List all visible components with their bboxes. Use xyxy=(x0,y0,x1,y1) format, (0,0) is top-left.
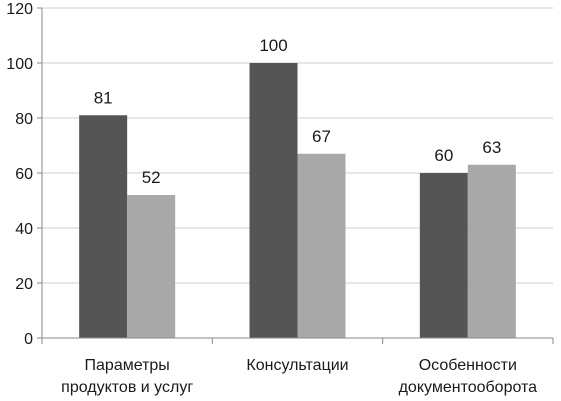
x-category-label: продуктов и услуг xyxy=(61,379,193,396)
bar-series2-cat3 xyxy=(467,164,516,338)
y-tick-label: 100 xyxy=(6,56,33,73)
bars xyxy=(79,63,516,338)
axes xyxy=(37,7,554,344)
x-category-labels: Параметры продуктов и услуг Консультации Ос… xyxy=(61,357,537,396)
y-tick-label: 60 xyxy=(15,166,33,183)
x-category-label: Параметры xyxy=(85,357,170,374)
bar-series1-cat3 xyxy=(419,173,468,338)
bar-series1-cat1 xyxy=(79,115,128,338)
y-tick-labels: 0 20 40 60 80 100 120 xyxy=(6,1,33,348)
x-category-label: документооборота xyxy=(399,379,538,396)
data-label-series2-cat2: 67 xyxy=(312,127,331,146)
y-tick-label: 0 xyxy=(24,331,33,348)
y-tick-label: 20 xyxy=(15,276,33,293)
data-label-series1-cat1: 81 xyxy=(94,88,113,107)
data-label-series2-cat1: 52 xyxy=(142,168,161,187)
x-category-label: Консультации xyxy=(246,357,348,374)
y-tick-label: 120 xyxy=(6,1,33,18)
bar-series1-cat2 xyxy=(249,63,298,338)
x-category-label: Особенности xyxy=(419,357,517,374)
data-label-series1-cat3: 60 xyxy=(434,146,453,165)
data-label-series1-cat2: 100 xyxy=(259,36,287,55)
data-label-series2-cat3: 63 xyxy=(482,138,501,157)
data-labels: 81 52 100 67 60 63 xyxy=(94,36,502,187)
y-tick-label: 80 xyxy=(15,111,33,128)
bar-series2-cat1 xyxy=(127,195,176,338)
bar-series2-cat2 xyxy=(297,153,346,338)
y-tick-label: 40 xyxy=(15,221,33,238)
